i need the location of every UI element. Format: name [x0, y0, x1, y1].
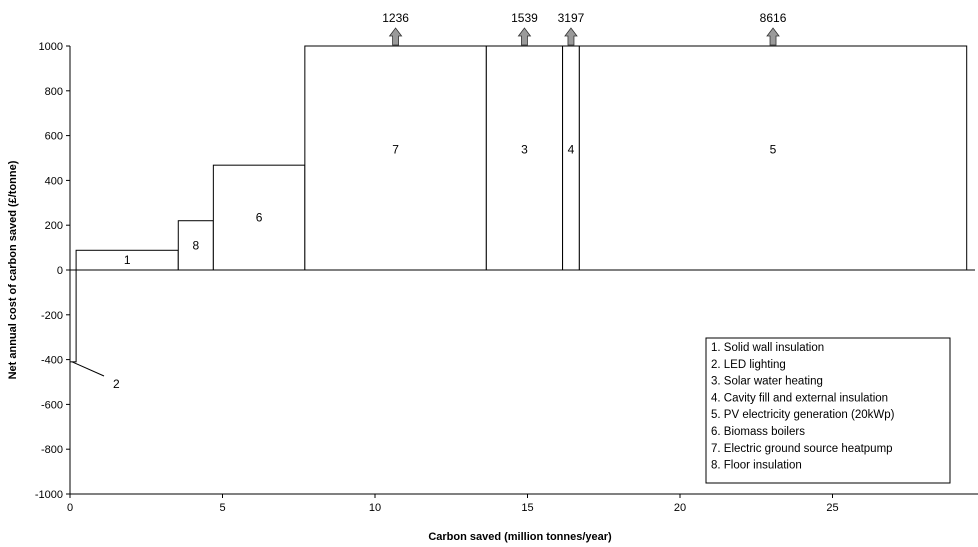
legend-entry: 3. Solar water heating	[711, 376, 823, 388]
legend-entry: 1. Solid wall insulation	[711, 342, 824, 354]
legend-entry: 5. PV electricity generation (20kWp)	[711, 409, 895, 421]
y-tick-label: 800	[45, 86, 63, 98]
bar-6	[212, 164, 306, 271]
y-tick-label: 0	[57, 265, 63, 277]
x-tick-label: 10	[369, 502, 381, 514]
callout-line	[71, 361, 105, 377]
legend: 1. Solid wall insulation 2. LED lighting 3…	[705, 337, 951, 484]
bar-label-1: 1	[124, 253, 131, 267]
bar-label-4: 4	[568, 143, 575, 157]
bar-label-7: 7	[392, 143, 399, 157]
off-scale-label-3: 1539	[511, 11, 538, 25]
y-tick-label: -600	[41, 399, 63, 411]
x-tick-label: 5	[219, 502, 225, 514]
off-scale-arrow-4	[564, 27, 578, 46]
bar-4	[562, 45, 580, 271]
y-tick-label: -400	[41, 355, 63, 367]
bar-label-2: 2	[113, 377, 120, 391]
legend-entry: 6. Biomass boilers	[711, 426, 805, 438]
bars-layer	[69, 45, 968, 363]
off-scale-label-7: 1236	[382, 11, 409, 25]
y-axis-title: Net annual cost of carbon saved (£/tonne…	[7, 160, 19, 379]
off-scale-label-4: 3197	[558, 11, 585, 25]
x-tick-label: 25	[826, 502, 838, 514]
x-tick-label: 15	[521, 502, 533, 514]
bar-label-8: 8	[192, 238, 199, 252]
y-tick-label: 400	[45, 175, 63, 187]
legend-entry: 2. LED lighting	[711, 359, 786, 371]
legend-entry: 4. Cavity fill and external insulation	[711, 392, 888, 404]
bar-label-5: 5	[770, 143, 777, 157]
y-tick-label: 600	[45, 131, 63, 143]
off-scale-arrow-7	[388, 27, 403, 46]
bar-label-6: 6	[256, 211, 263, 225]
bar-8	[177, 220, 214, 271]
legend-entry: 8. Floor insulation	[711, 460, 802, 472]
bar-7	[304, 45, 487, 271]
off-scale-arrow-3	[517, 27, 532, 46]
x-tick-label: 0	[67, 502, 73, 514]
x-tick-label: 20	[674, 502, 686, 514]
bar-label-3: 3	[521, 143, 528, 157]
axes-layer: -1000 -800 -600 -400 -200 0 200 400 600 800 1000 0 5…	[35, 41, 978, 514]
bar-5	[578, 45, 968, 271]
y-tick-label: 1000	[39, 41, 63, 53]
off-scale-label-5: 8616	[760, 11, 787, 25]
legend-entry: 7. Electric ground source heatpump	[711, 443, 893, 455]
legend-box	[705, 337, 951, 484]
y-tick-label: -1000	[35, 489, 63, 501]
y-tick-label: -800	[41, 444, 63, 456]
bar-2	[69, 269, 77, 363]
off-scale-arrow-5	[766, 27, 780, 46]
y-tick-label: 200	[45, 220, 63, 232]
x-axis-title: Carbon saved (million tonnes/year)	[428, 531, 612, 543]
labels-layer: 2 1 8 6 7 1236 3 1539 4 3197 5 8616	[71, 11, 787, 391]
y-tick-label: -200	[41, 310, 63, 322]
bar-3	[485, 45, 564, 271]
